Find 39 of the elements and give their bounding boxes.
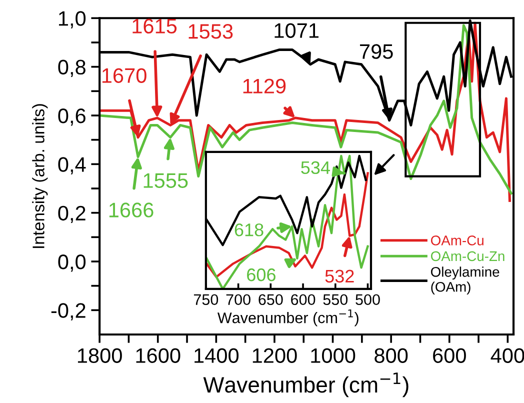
annotation: 1129 bbox=[243, 78, 286, 94]
annotation: 618 bbox=[234, 223, 264, 236]
x-tick-label: 1200 bbox=[252, 348, 297, 363]
x-tick-label: 1600 bbox=[136, 348, 180, 363]
x-tick-label: 1400 bbox=[194, 348, 239, 363]
x-tick-label: 1800 bbox=[78, 348, 122, 363]
annotation: 1615 bbox=[132, 18, 177, 34]
y-axis-title: Intensity (arb. units) bbox=[32, 104, 48, 248]
x-tick-label: 800 bbox=[374, 348, 408, 363]
legend-label: Oleylamine (OAm) bbox=[431, 266, 500, 295]
x-tick-label: 550 bbox=[323, 294, 348, 306]
annotation: 1553 bbox=[188, 24, 233, 39]
annotation: 606 bbox=[247, 268, 276, 282]
x-axis-title: Wavenumber (cm$^{−1}$) bbox=[217, 309, 358, 326]
legend-label: OAm-Cu-Zn bbox=[431, 251, 504, 262]
y-tick-label: 0,2 bbox=[58, 206, 86, 224]
annotation: 534 bbox=[301, 161, 330, 174]
x-tick-label: 1000 bbox=[311, 348, 356, 363]
annotation: 1666 bbox=[109, 202, 154, 218]
x-tick-label: 700 bbox=[226, 294, 250, 306]
annotation: 1670 bbox=[102, 68, 146, 83]
y-tick-label: 0,6 bbox=[58, 108, 86, 126]
x-tick-label: 600 bbox=[433, 348, 466, 363]
annotation: 1555 bbox=[144, 173, 188, 188]
x-tick-label: 500 bbox=[356, 294, 380, 306]
y-tick-label: 0,0 bbox=[58, 254, 86, 272]
x-axis-title: Wavenumber (cm$^{−1}$) bbox=[203, 372, 408, 398]
y-tick-label: 1,0 bbox=[58, 11, 86, 28]
x-tick-label: 650 bbox=[258, 294, 283, 306]
annotation: 532 bbox=[325, 270, 354, 283]
x-tick-label: 600 bbox=[291, 294, 316, 306]
x-tick-label: 750 bbox=[194, 294, 218, 306]
x-tick-label: 400 bbox=[490, 348, 524, 363]
legend-label: OAm-Cu bbox=[431, 236, 484, 246]
annotation: 795 bbox=[360, 44, 393, 59]
y-tick-label: 0,8 bbox=[58, 60, 86, 78]
y-tick-label: 0,4 bbox=[58, 157, 86, 174]
annotation: 1071 bbox=[274, 23, 318, 38]
y-tick-label: -0,2 bbox=[51, 303, 86, 320]
